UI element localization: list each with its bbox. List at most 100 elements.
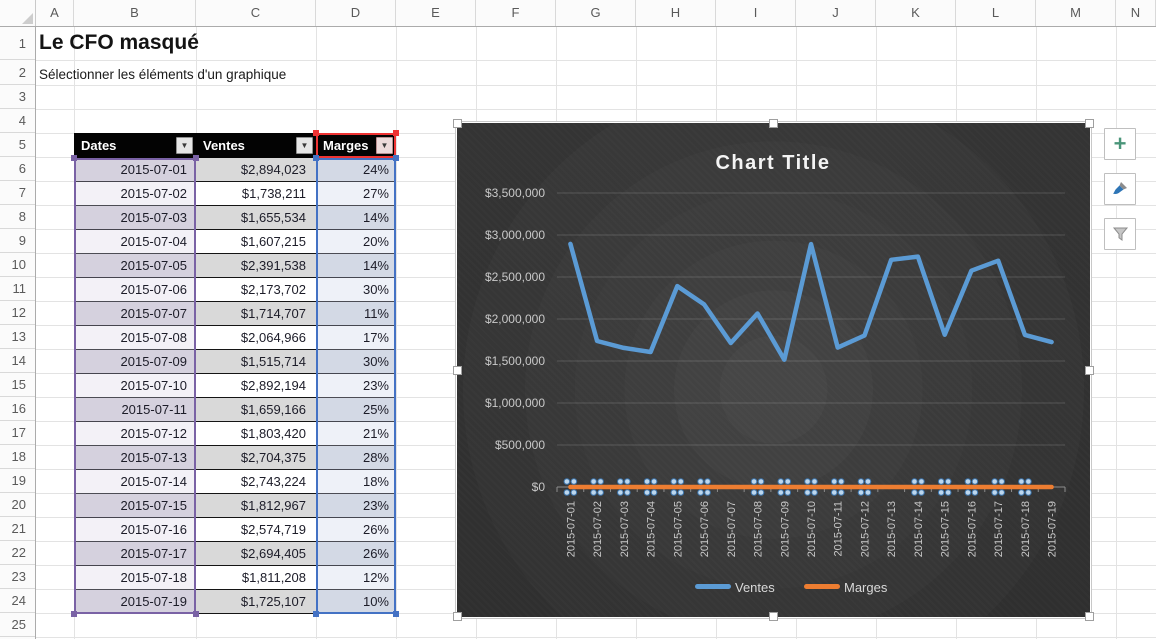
legend-swatch-ventes[interactable] [695, 584, 731, 589]
x-axis-label[interactable]: 2015-07-03 [619, 501, 631, 557]
ventes-cell[interactable]: $1,659,166 [196, 398, 316, 422]
column-header-G[interactable]: G [556, 0, 636, 26]
ventes-cell[interactable]: $2,694,405 [196, 542, 316, 566]
column-header-M[interactable]: M [1036, 0, 1116, 26]
y-axis-label[interactable]: $0 [532, 480, 546, 494]
marges-cell[interactable]: 30% [316, 278, 396, 302]
ventes-cell[interactable]: $1,725,107 [196, 590, 316, 614]
x-axis-label[interactable]: 2015-07-02 [592, 501, 604, 557]
range-handle[interactable] [393, 155, 399, 161]
x-axis-label[interactable]: 2015-07-08 [753, 501, 765, 557]
chart-selection-handle[interactable] [769, 612, 778, 621]
row-header-13[interactable]: 13 [0, 325, 35, 349]
date-cell[interactable]: 2015-07-18 [74, 566, 196, 590]
date-cell[interactable]: 2015-07-06 [74, 278, 196, 302]
marges-cell[interactable]: 23% [316, 494, 396, 518]
column-header-C[interactable]: C [196, 0, 316, 26]
ventes-cell[interactable]: $2,894,023 [196, 158, 316, 182]
x-axis-label[interactable]: 2015-07-07 [726, 501, 738, 557]
row-header-11[interactable]: 11 [0, 277, 35, 301]
date-cell[interactable]: 2015-07-05 [74, 254, 196, 278]
y-axis-label[interactable]: $1,500,000 [485, 354, 545, 368]
column-header-I[interactable]: I [716, 0, 796, 26]
marges-cell[interactable]: 12% [316, 566, 396, 590]
ventes-cell[interactable]: $1,607,215 [196, 230, 316, 254]
marges-cell[interactable]: 21% [316, 422, 396, 446]
legend-label-ventes[interactable]: Ventes [735, 580, 775, 595]
row-header-19[interactable]: 19 [0, 469, 35, 493]
filter-dropdown-dates[interactable]: ▼ [176, 137, 193, 154]
chart-elements-button[interactable]: + [1104, 128, 1136, 160]
ventes-cell[interactable]: $1,515,714 [196, 350, 316, 374]
row-header-7[interactable]: 7 [0, 181, 35, 205]
x-axis-label[interactable]: 2015-07-05 [672, 501, 684, 557]
table-header-dates[interactable]: Dates ▼ [74, 133, 196, 158]
x-axis-label[interactable]: 2015-07-16 [966, 501, 978, 557]
x-axis-label[interactable]: 2015-07-06 [699, 501, 711, 557]
filter-dropdown-ventes[interactable]: ▼ [296, 137, 313, 154]
date-cell[interactable]: 2015-07-08 [74, 326, 196, 350]
marges-cell[interactable]: 10% [316, 590, 396, 614]
marges-cell[interactable]: 26% [316, 518, 396, 542]
y-axis-label[interactable]: $1,000,000 [485, 396, 545, 410]
table-header-ventes[interactable]: Ventes ▼ [196, 133, 316, 158]
column-header-E[interactable]: E [396, 0, 476, 26]
select-all-corner[interactable] [0, 0, 36, 26]
range-handle[interactable] [393, 130, 399, 136]
filter-dropdown-marges[interactable]: ▼ [376, 137, 393, 154]
column-header-H[interactable]: H [636, 0, 716, 26]
chart-selection-handle[interactable] [1085, 119, 1094, 128]
marges-cell[interactable]: 28% [316, 446, 396, 470]
marges-cell[interactable]: 24% [316, 158, 396, 182]
marges-cell[interactable]: 14% [316, 254, 396, 278]
date-cell[interactable]: 2015-07-04 [74, 230, 196, 254]
column-header-L[interactable]: L [956, 0, 1036, 26]
x-axis-label[interactable]: 2015-07-19 [1047, 501, 1059, 557]
x-axis-label[interactable]: 2015-07-17 [993, 501, 1005, 557]
x-axis-label[interactable]: 2015-07-14 [913, 501, 925, 557]
x-axis-label[interactable]: 2015-07-01 [565, 501, 577, 557]
row-header-14[interactable]: 14 [0, 349, 35, 373]
y-axis-label[interactable]: $2,500,000 [485, 270, 545, 284]
y-axis-label[interactable]: $500,000 [495, 438, 545, 452]
row-header-24[interactable]: 24 [0, 589, 35, 613]
legend-swatch-marges[interactable] [804, 584, 840, 589]
chart-filters-button[interactable] [1104, 218, 1136, 250]
row-header-8[interactable]: 8 [0, 205, 35, 229]
date-cell[interactable]: 2015-07-07 [74, 302, 196, 326]
ventes-cell[interactable]: $1,803,420 [196, 422, 316, 446]
column-header-D[interactable]: D [316, 0, 396, 26]
range-handle[interactable] [393, 611, 399, 617]
row-header-9[interactable]: 9 [0, 229, 35, 253]
row-header-21[interactable]: 21 [0, 517, 35, 541]
date-cell[interactable]: 2015-07-14 [74, 470, 196, 494]
column-header-F[interactable]: F [476, 0, 556, 26]
series-line-ventes[interactable] [568, 241, 1054, 362]
column-header-N[interactable]: N [1116, 0, 1156, 26]
column-header-A[interactable]: A [36, 0, 74, 26]
marges-cell[interactable]: 11% [316, 302, 396, 326]
y-axis-label[interactable]: $3,500,000 [485, 186, 545, 200]
marges-cell[interactable]: 26% [316, 542, 396, 566]
ventes-cell[interactable]: $1,655,534 [196, 206, 316, 230]
x-axis-label[interactable]: 2015-07-09 [779, 501, 791, 557]
range-handle[interactable] [71, 611, 77, 617]
x-axis-label[interactable]: 2015-07-18 [1020, 501, 1032, 557]
chart-title[interactable]: Chart Title [715, 152, 830, 174]
legend-label-marges[interactable]: Marges [844, 580, 888, 595]
date-cell[interactable]: 2015-07-09 [74, 350, 196, 374]
ventes-cell[interactable]: $2,704,375 [196, 446, 316, 470]
marges-cell[interactable]: 18% [316, 470, 396, 494]
ventes-cell[interactable]: $2,743,224 [196, 470, 316, 494]
chart-selection-handle[interactable] [1085, 612, 1094, 621]
ventes-cell[interactable]: $1,738,211 [196, 182, 316, 206]
x-axis-label[interactable]: 2015-07-10 [806, 501, 818, 557]
date-cell[interactable]: 2015-07-17 [74, 542, 196, 566]
ventes-cell[interactable]: $2,391,538 [196, 254, 316, 278]
range-handle[interactable] [313, 155, 319, 161]
chart-selection-handle[interactable] [769, 119, 778, 128]
marges-cell[interactable]: 17% [316, 326, 396, 350]
ventes-cell[interactable]: $2,064,966 [196, 326, 316, 350]
date-cell[interactable]: 2015-07-16 [74, 518, 196, 542]
date-cell[interactable]: 2015-07-15 [74, 494, 196, 518]
